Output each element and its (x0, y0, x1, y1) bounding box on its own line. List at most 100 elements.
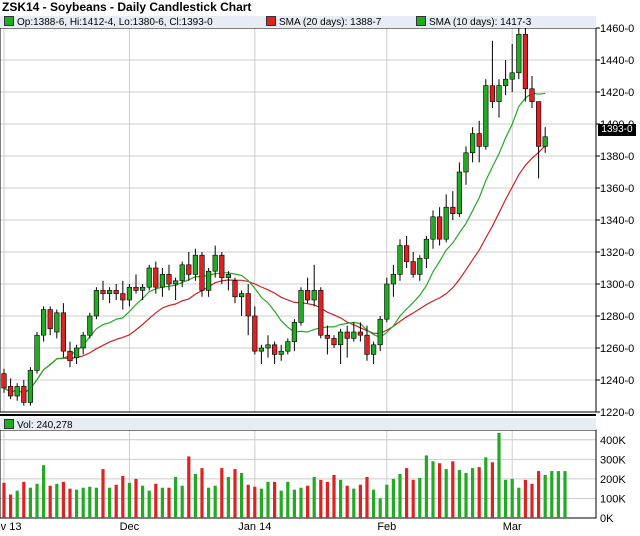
candle-body-up (542, 136, 548, 147)
candle-body-up (463, 152, 469, 173)
candle-body-up (265, 344, 271, 349)
candle-body-up (502, 78, 509, 86)
candle-body-up (258, 347, 265, 352)
candle-body-up (27, 370, 34, 403)
price-tick-label: 1360-0 (600, 183, 634, 195)
sma-10-swatch (416, 16, 426, 26)
sma-10-line (3, 92, 546, 394)
volume-bar (240, 473, 244, 518)
candle-body-up (54, 312, 60, 333)
candle-body-up (285, 341, 291, 352)
volume-bar (457, 470, 461, 518)
candle-body-up (390, 274, 397, 285)
candle-body-up (384, 283, 390, 320)
candle-body-up (377, 318, 383, 346)
volume-bar (48, 485, 52, 518)
volume-tick-label: 300K (600, 454, 626, 466)
candle-body-up (443, 206, 449, 240)
volume-bar (504, 479, 508, 518)
volume-legend-band (0, 418, 596, 430)
date-tick-label: Mar (503, 521, 522, 533)
volume-bar (325, 481, 329, 518)
candle-body-up (80, 334, 86, 349)
candle-body-up (93, 290, 99, 317)
price-tick-label: 1460-0 (600, 23, 634, 35)
price-tick-label: 1420-0 (600, 87, 634, 99)
candle-body-up (173, 280, 179, 285)
volume-bar (471, 468, 475, 518)
candle-body-down (436, 216, 443, 240)
volume-bar (253, 486, 257, 518)
volume-bar (510, 478, 514, 518)
candle-body-up (516, 34, 522, 74)
volume-bar (259, 488, 263, 518)
volume-bar (9, 494, 13, 518)
candle-body-down (344, 331, 350, 339)
volume-bar (127, 482, 131, 518)
volume-bar (154, 483, 158, 518)
candle-body-up (311, 290, 317, 301)
last-price-marker: 1393-0 (598, 124, 636, 136)
price-axis: 1460-01440-01420-01400-01380-01360-01340… (596, 23, 634, 419)
candle-body-down (186, 264, 192, 275)
volume-bar (431, 461, 435, 518)
sma-10-path (3, 92, 546, 394)
volume-bar (88, 486, 92, 518)
candle-body-down (8, 386, 14, 397)
volume-bar (464, 473, 468, 518)
candle-body-down (67, 350, 73, 362)
volume-bar (167, 487, 171, 518)
volume-bars (2, 432, 567, 518)
ohlc-summary: Op:1388-6, Hi:1412-4, Lo:1380-6, Cl:1393… (17, 17, 213, 28)
volume-bar (352, 488, 356, 518)
volume-bar (484, 457, 488, 518)
volume-label: Vol: 240,278 (17, 420, 73, 431)
candle-body-up (146, 267, 152, 288)
volume-bar (556, 471, 560, 518)
legend-sma-20: SMA (20 days): 1388-7 (266, 16, 381, 29)
candle-body-up (225, 274, 232, 278)
price-tick-label: 1220-0 (600, 407, 634, 419)
volume-legend: Vol: 240,278 (0, 419, 73, 432)
candle-body-down (245, 293, 251, 317)
legend-ohlc: Op:1388-6, Hi:1412-4, Lo:1380-6, Cl:1393… (4, 16, 213, 29)
volume-tick-label: 200K (600, 474, 626, 486)
candle-body-up (14, 386, 20, 397)
volume-bar (418, 477, 422, 518)
candle-body-up (206, 270, 212, 291)
volume-bar (372, 489, 376, 518)
volume-bar (523, 479, 527, 518)
volume-bar (530, 483, 534, 518)
date-tick-label: Dec (120, 521, 140, 533)
candle-body-up (179, 264, 185, 282)
candle-body-down (219, 254, 225, 278)
volume-bar (332, 474, 336, 518)
volume-bar (226, 476, 230, 518)
volume-bar (94, 487, 98, 518)
volume-bar (306, 485, 310, 518)
volume-bar (147, 490, 151, 518)
candle-body-up (509, 72, 515, 80)
candle-body-up (107, 290, 113, 294)
sma-20-label: SMA (20 days): 1388-7 (279, 17, 382, 28)
volume-bar (187, 456, 191, 518)
volume-bar (101, 469, 105, 518)
volume-bar (391, 478, 395, 518)
candle-body-up (87, 315, 93, 336)
candle-body-down (271, 344, 278, 355)
volume-bar (490, 462, 494, 518)
price-tick-label: 1280-0 (600, 311, 634, 323)
ohlc-swatch (4, 16, 14, 26)
candle-body-up (456, 171, 463, 214)
candle-body-up (370, 344, 377, 355)
candle-body-down (60, 312, 66, 352)
volume-bar (279, 490, 283, 518)
volume-bar (312, 476, 316, 518)
candle-body-down (450, 206, 456, 214)
candle-body-up (430, 216, 436, 240)
candle-body-down (403, 245, 410, 262)
date-tick-label: Feb (377, 521, 396, 533)
candle-body-down (535, 101, 542, 147)
candle-body-up (74, 347, 80, 358)
volume-bar (55, 483, 59, 518)
